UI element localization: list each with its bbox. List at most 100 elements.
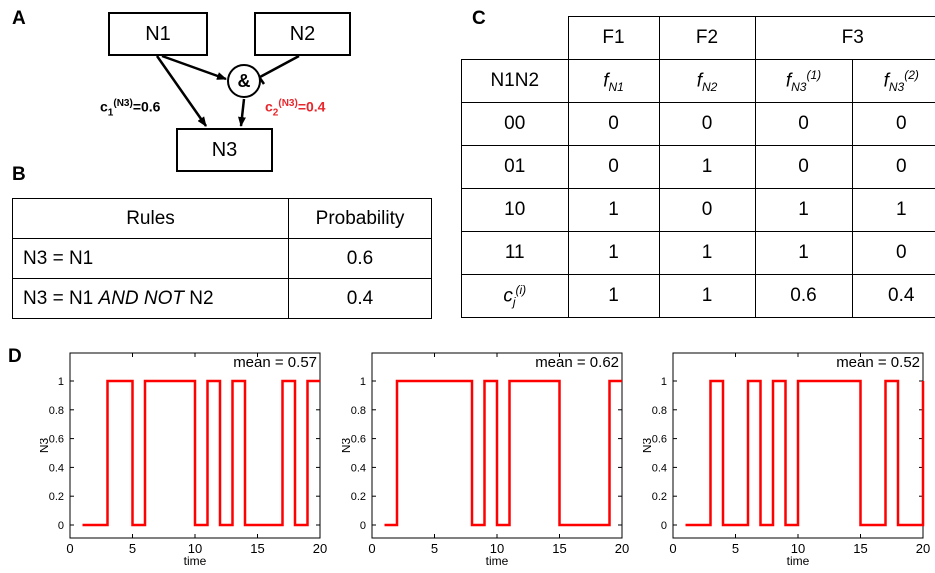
edge-n2-and-inhibit (260, 56, 299, 77)
coef-label-1: c1(N3)=0.6 (100, 98, 160, 118)
function-header-row: N1N2 fN1 fN2 fN3(1) fN3(2) (462, 60, 935, 103)
mean-annotation: mean = 0.52 (836, 354, 920, 371)
value-cell: 1 (659, 232, 755, 275)
rule-row: N3 = N1 AND NOT N2 0.4 (13, 279, 432, 319)
input-cell: 10 (462, 189, 569, 232)
y-tick-label: 0.2 (351, 491, 366, 503)
y-axis-label: N3 (40, 438, 51, 454)
value-cell: 0 (568, 146, 659, 189)
rules-header-row: Rules Probability (13, 199, 432, 239)
coef-cell: 0.6 (755, 275, 852, 318)
rules-table: Rules Probability N3 = N1 0.6 N3 = N1 AN… (12, 198, 432, 319)
y-tick-label: 1 (661, 376, 667, 388)
y-tick-label: 0.4 (351, 462, 366, 474)
truth-row: 11 1 1 1 0 (462, 232, 935, 275)
edge-n1-n3 (157, 56, 206, 126)
probability-header: Probability (289, 199, 432, 239)
n3-series-line (686, 381, 924, 525)
value-cell: 0 (852, 146, 935, 189)
edge-and-n3 (241, 99, 244, 126)
x-axis-label: time (486, 554, 509, 568)
probability-cell: 0.6 (289, 239, 432, 279)
value-cell: 1 (755, 232, 852, 275)
rule-cell: N3 = N1 (13, 239, 289, 279)
group-header-row: F1 F2 F3 (462, 17, 935, 60)
function-f3-2: fN3(2) (852, 60, 935, 103)
rule-cell: N3 = N1 AND NOT N2 (13, 279, 289, 319)
x-axis-label: time (787, 554, 810, 568)
function-f1: fN1 (568, 60, 659, 103)
value-cell: 1 (755, 189, 852, 232)
x-tick-label: 20 (313, 541, 327, 556)
y-tick-label: 0.2 (49, 491, 64, 503)
coef-cell: 1 (568, 275, 659, 318)
x-tick-label: 0 (66, 541, 73, 556)
mean-annotation: mean = 0.62 (535, 354, 619, 371)
value-cell: 0 (568, 103, 659, 146)
value-cell: 0 (852, 103, 935, 146)
value-cell: 1 (568, 189, 659, 232)
y-tick-label: 1 (58, 376, 64, 388)
group-f2: F2 (659, 17, 755, 60)
x-tick-label: 15 (853, 541, 867, 556)
value-cell: 0 (659, 103, 755, 146)
y-tick-label: 0.8 (351, 405, 366, 417)
coef-cell: 1 (659, 275, 755, 318)
probability-cell: 0.4 (289, 279, 432, 319)
node-n1: N1 (108, 12, 208, 56)
group-f3: F3 (755, 17, 935, 60)
y-tick-label: 0 (661, 520, 667, 532)
y-tick-label: 0 (360, 520, 366, 532)
x-tick-label: 0 (669, 541, 676, 556)
y-axis-label: N3 (643, 438, 654, 454)
function-f3-1: fN3(1) (755, 60, 852, 103)
value-cell: 1 (659, 146, 755, 189)
y-tick-label: 0 (58, 520, 64, 532)
mean-annotation: mean = 0.57 (233, 354, 317, 371)
value-cell: 0 (755, 146, 852, 189)
x-tick-label: 20 (615, 541, 629, 556)
group-f1: F1 (568, 17, 659, 60)
y-tick-label: 0.4 (49, 462, 64, 474)
input-cell: 01 (462, 146, 569, 189)
value-cell: 0 (659, 189, 755, 232)
function-f2: fN2 (659, 60, 755, 103)
x-tick-label: 0 (368, 541, 375, 556)
node-n3: N3 (176, 128, 273, 172)
n3-series-line (83, 381, 321, 525)
coef-label-2: c2(N3)=0.4 (265, 98, 325, 118)
y-tick-label: 0.2 (652, 491, 667, 503)
y-tick-label: 0.8 (652, 405, 667, 417)
x-axis-label: time (184, 554, 207, 568)
value-cell: 1 (852, 189, 935, 232)
input-cell: 11 (462, 232, 569, 275)
x-tick-label: 15 (552, 541, 566, 556)
truth-row: 00 0 0 0 0 (462, 103, 935, 146)
value-cell: 1 (568, 232, 659, 275)
coef-row: cj(i) 1 1 0.6 0.4 (462, 275, 935, 318)
coef-row-label: cj(i) (462, 275, 569, 318)
coef-cell: 0.4 (852, 275, 935, 318)
value-cell: 0 (852, 232, 935, 275)
truth-table: F1 F2 F3 N1N2 fN1 fN2 fN3(1) fN3(2) 00 0… (461, 16, 935, 318)
y-tick-label: 0.4 (652, 462, 667, 474)
x-tick-label: 5 (431, 541, 438, 556)
y-tick-label: 0.8 (49, 405, 64, 417)
x-tick-label: 15 (250, 541, 264, 556)
truth-row: 10 1 0 1 1 (462, 189, 935, 232)
truth-row: 01 0 1 0 0 (462, 146, 935, 189)
and-gate: & (227, 64, 261, 98)
x-tick-label: 5 (129, 541, 136, 556)
panel-label-d: D (8, 346, 22, 368)
y-tick-label: 1 (360, 376, 366, 388)
n3-series-line (385, 381, 623, 525)
rule-row: N3 = N1 0.6 (13, 239, 432, 279)
node-n2: N2 (254, 12, 351, 56)
y-axis-label: N3 (342, 438, 353, 454)
value-cell: 0 (755, 103, 852, 146)
rules-header: Rules (13, 199, 289, 239)
